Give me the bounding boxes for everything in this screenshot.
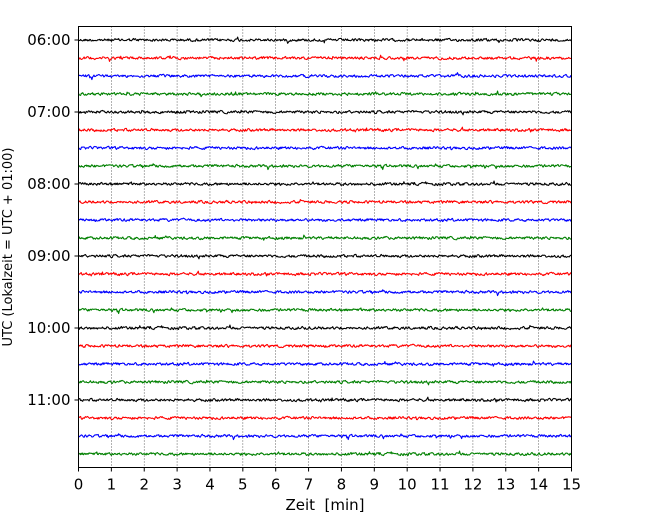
x-tick-label: 15 [562, 476, 581, 494]
trace-line [78, 234, 572, 241]
x-tick-label: 4 [205, 476, 215, 494]
y-tick-label: 11:00 [27, 391, 70, 409]
trace-line [78, 198, 572, 205]
trace-line [78, 415, 572, 421]
trace-line [77, 343, 572, 349]
trace-line [78, 307, 572, 315]
y-tick-label: 06:00 [27, 31, 70, 49]
trace-line [78, 163, 572, 171]
trace-line [78, 253, 572, 260]
trace-line [78, 109, 572, 116]
x-tick-label: 10 [398, 476, 417, 494]
trace-line [78, 72, 572, 81]
trace-line [78, 450, 572, 457]
x-tick-label: 1 [107, 476, 117, 494]
x-tick-label: 14 [529, 476, 548, 494]
x-tick-label: 12 [463, 476, 482, 494]
y-axis-ticks: 06:00 07:00 08:00 09:00 10:00 11:00 [27, 31, 79, 409]
trace-line [78, 324, 572, 331]
x-tick-label: 0 [74, 476, 84, 494]
trace-lines [77, 36, 573, 457]
trace-line [78, 180, 572, 187]
x-tick-label: 7 [304, 476, 314, 494]
x-tick-label: 6 [271, 476, 281, 494]
trace-line [78, 360, 572, 367]
trace-line [78, 36, 572, 44]
y-tick-label: 08:00 [27, 175, 70, 193]
trace-line [78, 90, 572, 98]
plot-frame [78, 26, 572, 468]
x-axis-ticks: 0 1 2 3 4 5 6 7 8 9 10 11 12 13 14 15 [74, 467, 581, 494]
x-tick-label: 5 [238, 476, 248, 494]
plot-area [78, 26, 572, 468]
trace-line [78, 396, 573, 403]
x-tick-label: 8 [337, 476, 347, 494]
trace-line [78, 145, 572, 151]
trace-line [78, 126, 572, 133]
trace-line [77, 217, 573, 223]
trace-line [78, 433, 572, 441]
x-tick-label: 2 [139, 476, 149, 494]
y-axis-label: UTC (Lokalzeit = UTC + 01:00) [1, 148, 16, 347]
trace-line [78, 289, 572, 297]
x-tick-label: 9 [370, 476, 380, 494]
x-tick-label: 3 [172, 476, 182, 494]
trace-line [78, 54, 572, 62]
x-tick-label: 11 [430, 476, 449, 494]
x-tick-label: 13 [496, 476, 515, 494]
trace-line [78, 270, 573, 277]
trace-line [78, 379, 572, 386]
y-tick-label: 10:00 [27, 319, 70, 337]
y-tick-label: 07:00 [27, 103, 70, 121]
x-axis-label: Zeit [min] [285, 496, 364, 514]
y-tick-label: 09:00 [27, 247, 70, 265]
